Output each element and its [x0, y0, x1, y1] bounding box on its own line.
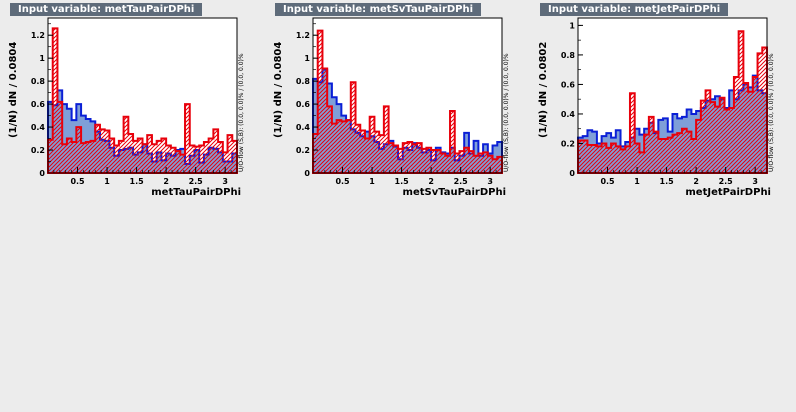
background-series-bars	[312, 29, 503, 174]
y-axis-label: (1/N) dN / 0.0804	[273, 41, 284, 138]
x-axis-label: metJetPairDPhi	[685, 187, 771, 198]
y-tick-label: 0.2	[296, 146, 310, 155]
x-tick-label: 3	[487, 177, 493, 186]
y-tick-label: 0	[39, 169, 45, 178]
y-tick-label: 0.6	[31, 100, 46, 109]
y-tick-label: 0.4	[296, 123, 311, 132]
chart-title-tab: Input variable: metSvTauPairDPhi	[275, 3, 482, 16]
y-tick-label: 0.6	[561, 80, 576, 89]
y-tick-label: 1	[569, 21, 575, 30]
histogram-plot: 0 0.2 0.4 0.6 0.8 1 1.2 0.5 1 1.5 2 2.5 3	[31, 17, 238, 186]
histogram-plot: 0 0.2 0.4 0.6 0.8 1 1.2 0.5 1 1.5 2 2.5 3	[296, 17, 503, 186]
background-series-bars	[47, 27, 238, 174]
x-axis-label: metTauPairDPhi	[151, 187, 241, 198]
y-axis-label: (1/N) dN / 0.0802	[538, 41, 549, 138]
x-tick-label: 2.5	[454, 177, 469, 186]
x-tick-label: 0.5	[335, 177, 350, 186]
x-tick-label: 2.5	[719, 177, 734, 186]
x-tick-label: 1.5	[660, 177, 675, 186]
overflow-note: U/O-flow (S,B): (0.0, 0.0)% / (0.0, 0.0)…	[238, 53, 245, 172]
x-tick-label: 0.5	[70, 177, 85, 186]
y-tick-label: 0.6	[296, 100, 311, 109]
y-tick-label: 0	[304, 169, 310, 178]
x-tick-label: 1	[634, 177, 640, 186]
x-tick-label: 3	[752, 177, 758, 186]
y-tick-label: 1	[39, 54, 45, 63]
y-tick-label: 0.2	[31, 146, 45, 155]
y-axis-label: (1/N) dN / 0.0804	[8, 41, 19, 138]
x-tick-label: 3	[222, 177, 228, 186]
x-tick-label: 2	[428, 177, 434, 186]
y-tick-label: 1	[304, 54, 310, 63]
y-tick-label: 1.2	[296, 31, 310, 40]
overflow-note: U/O-flow (S,B): (0.0, 0.0)% / (0.0, 0.0)…	[768, 53, 775, 172]
x-axis-label: metSvTauPairDPhi	[402, 187, 506, 198]
x-tick-label: 1	[104, 177, 110, 186]
chart-pane-3: Input variable: metJetPairDPhi 0 0.2 0.4 0.…	[530, 0, 795, 215]
y-tick-label: 1.2	[31, 31, 45, 40]
x-tick-label: 1	[369, 177, 375, 186]
y-tick-label: 0.8	[31, 77, 46, 86]
chart-pane-2: Input variable: metSvTauPairDPhi 0 0.2 0.4…	[265, 0, 530, 215]
x-tick-label: 2.5	[189, 177, 204, 186]
x-tick-label: 1.5	[395, 177, 410, 186]
x-tick-label: 2	[163, 177, 169, 186]
y-tick-label: 0.8	[296, 77, 311, 86]
x-tick-label: 0.5	[600, 177, 615, 186]
y-tick-label: 0.4	[31, 123, 46, 132]
histogram-plot: 0 0.2 0.4 0.6 0.8 1 0.5 1 1.5 2 2.5 3	[561, 17, 768, 186]
x-tick-label: 1.5	[130, 177, 145, 186]
chart-pane-1: Input variable: metTauPairDPhi 0 0.2 0.4 0.…	[0, 0, 265, 215]
y-tick-label: 0	[569, 169, 575, 178]
background-series-bars	[577, 30, 768, 174]
x-tick-label: 2	[693, 177, 699, 186]
overflow-note: U/O-flow (S,B): (0.0, 0.0)% / (0.0, 0.0)…	[503, 53, 510, 172]
chart-title-tab: Input variable: metJetPairDPhi	[540, 3, 729, 16]
chart-title-tab: Input variable: metTauPairDPhi	[10, 3, 203, 16]
y-tick-label: 0.4	[561, 110, 576, 119]
y-tick-label: 0.8	[561, 51, 576, 60]
y-tick-label: 0.2	[561, 139, 575, 148]
